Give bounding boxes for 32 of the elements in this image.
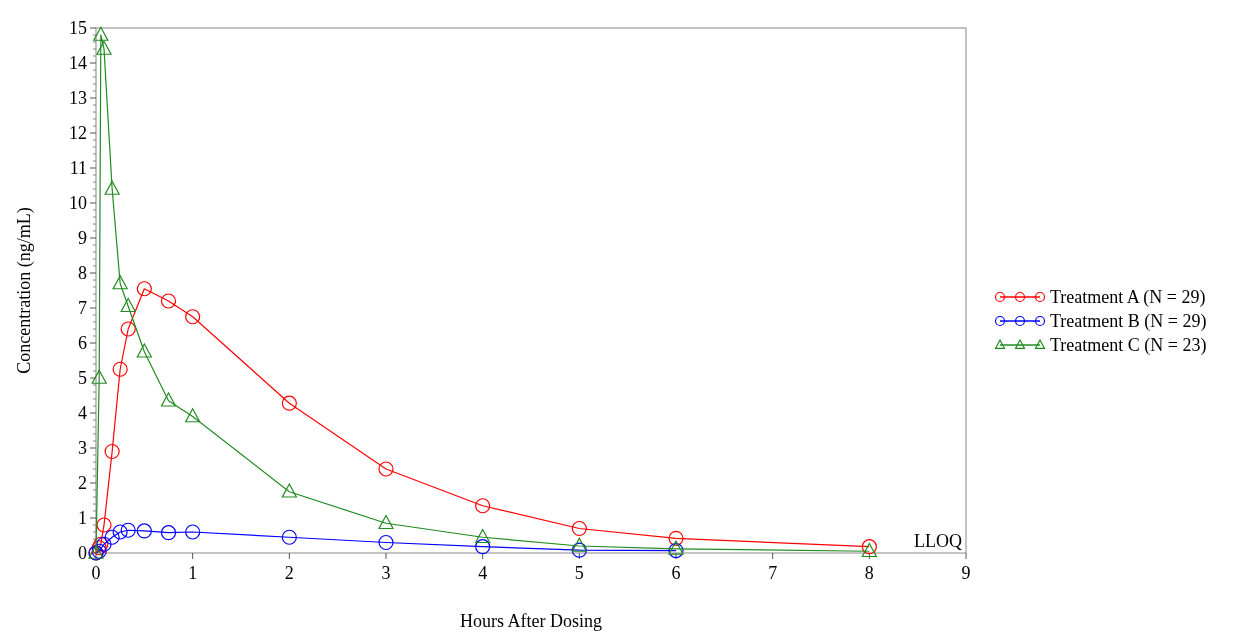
x-tick-label: 2 xyxy=(284,563,294,583)
x-tick-label: 0 xyxy=(91,563,101,583)
y-tick-label: 8 xyxy=(78,263,87,284)
annotation: LLOQ xyxy=(914,531,962,551)
legend-label: Treatment B (N = 29) xyxy=(1050,311,1207,333)
y-tick-label: 11 xyxy=(69,158,87,179)
y-tick-label: 9 xyxy=(78,228,87,249)
x-tick-label: 1 xyxy=(188,563,198,583)
y-tick-label: 10 xyxy=(69,193,87,214)
y-tick-label: 3 xyxy=(78,438,87,459)
y-axis-title: Concentration (ng/mL) xyxy=(14,207,35,374)
x-tick-label: 7 xyxy=(768,563,778,583)
y-tick-label: 13 xyxy=(69,88,87,109)
y-tick-label: 6 xyxy=(78,333,87,354)
y-tick-label: 7 xyxy=(78,298,87,319)
y-tick-label: 15 xyxy=(69,18,87,39)
y-tick-label: 0 xyxy=(78,543,87,564)
x-tick-label: 9 xyxy=(961,563,971,583)
x-tick-label: 3 xyxy=(381,563,391,583)
y-tick-label: 2 xyxy=(78,473,87,494)
x-tick-label: 4 xyxy=(478,563,488,583)
x-axis-title: Hours After Dosing xyxy=(460,611,602,631)
y-tick-label: 12 xyxy=(69,123,87,144)
x-tick-label: 6 xyxy=(671,563,681,583)
x-tick-label: 8 xyxy=(864,563,874,583)
y-tick-label: 5 xyxy=(78,368,87,389)
legend-label: Treatment A (N = 29) xyxy=(1050,287,1206,309)
y-tick-label: 14 xyxy=(69,53,87,74)
legend-label: Treatment C (N = 23) xyxy=(1050,335,1207,357)
y-tick-label: 4 xyxy=(78,403,87,424)
x-tick-label: 5 xyxy=(574,563,584,583)
y-tick-label: 1 xyxy=(78,508,87,529)
